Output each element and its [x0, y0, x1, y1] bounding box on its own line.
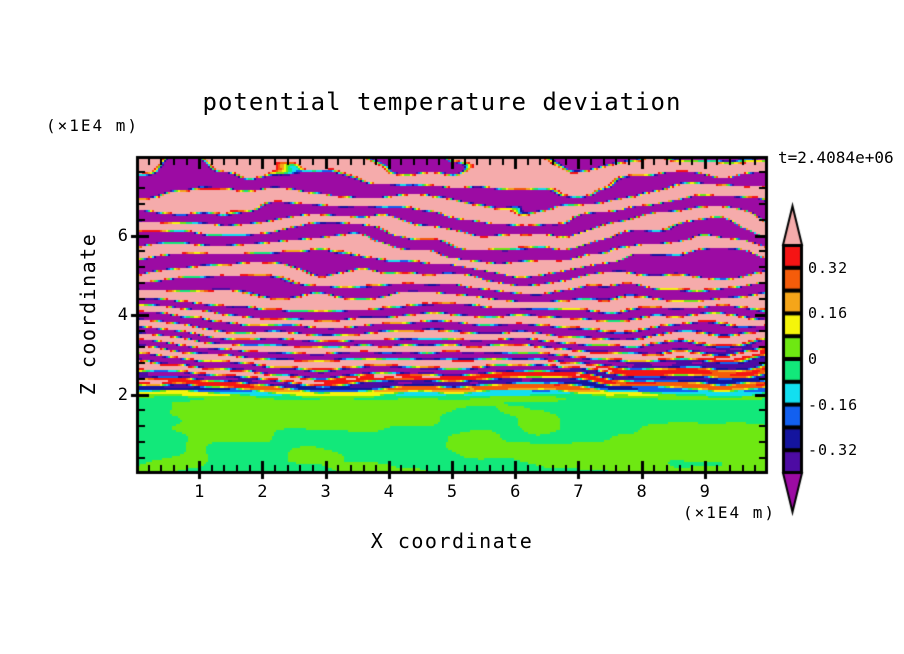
y-tick-label: 4 [117, 305, 128, 325]
colorbar-tick-label: 0 [808, 350, 819, 368]
x-tick-label: 5 [446, 482, 458, 502]
plot-title: potential temperature deviation [202, 88, 682, 116]
colorbar-tick-label: -0.32 [808, 441, 859, 460]
x-tick-label: 4 [383, 482, 394, 502]
x-tick-label: 2 [257, 482, 268, 502]
x-tick-label: 6 [510, 482, 521, 502]
colorbar-tick-label: -0.16 [808, 395, 859, 414]
x-axis-units-label: (×1E4 m) [682, 503, 776, 522]
x-tick-label: 3 [320, 482, 331, 502]
z-axis-units-label: (×1E4 m) [46, 116, 140, 135]
colorbar-tick-label: 0.32 [808, 258, 849, 277]
x-tick-label: 1 [194, 482, 205, 502]
colorbar-tick-label: 0.16 [808, 304, 849, 323]
y-tick-label: 6 [117, 225, 128, 246]
y-tick-label: 2 [117, 384, 128, 405]
x-axis-title: X coordinate [370, 529, 534, 553]
time-annotation: t=2.4084e+06 [778, 148, 894, 167]
x-tick-label: 8 [636, 482, 647, 502]
z-axis-title: Z coordinate [76, 232, 100, 396]
x-tick-label: 7 [573, 482, 584, 502]
x-tick-label: 9 [699, 482, 710, 502]
